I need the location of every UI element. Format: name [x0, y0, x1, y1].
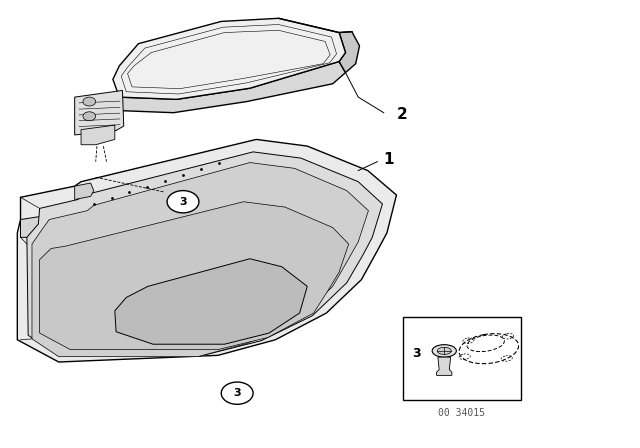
Polygon shape: [113, 61, 346, 113]
Polygon shape: [339, 32, 360, 73]
Polygon shape: [40, 202, 349, 349]
Text: 1: 1: [384, 152, 394, 167]
Polygon shape: [32, 163, 369, 357]
Circle shape: [83, 97, 96, 106]
Ellipse shape: [432, 345, 456, 357]
Text: 3: 3: [179, 197, 187, 207]
Polygon shape: [20, 215, 49, 237]
Polygon shape: [81, 125, 115, 145]
Polygon shape: [113, 18, 346, 99]
Polygon shape: [17, 139, 396, 362]
Polygon shape: [75, 90, 124, 135]
Text: 00 34015: 00 34015: [438, 408, 485, 418]
Polygon shape: [75, 183, 94, 199]
Polygon shape: [27, 152, 383, 354]
Text: 3: 3: [413, 347, 421, 360]
Circle shape: [221, 382, 253, 404]
Ellipse shape: [437, 347, 451, 354]
Polygon shape: [115, 259, 307, 344]
Circle shape: [167, 190, 199, 213]
Bar: [403, 318, 521, 400]
Circle shape: [83, 112, 96, 121]
Polygon shape: [436, 357, 452, 375]
Text: 3: 3: [234, 388, 241, 398]
Text: 2: 2: [396, 108, 407, 122]
